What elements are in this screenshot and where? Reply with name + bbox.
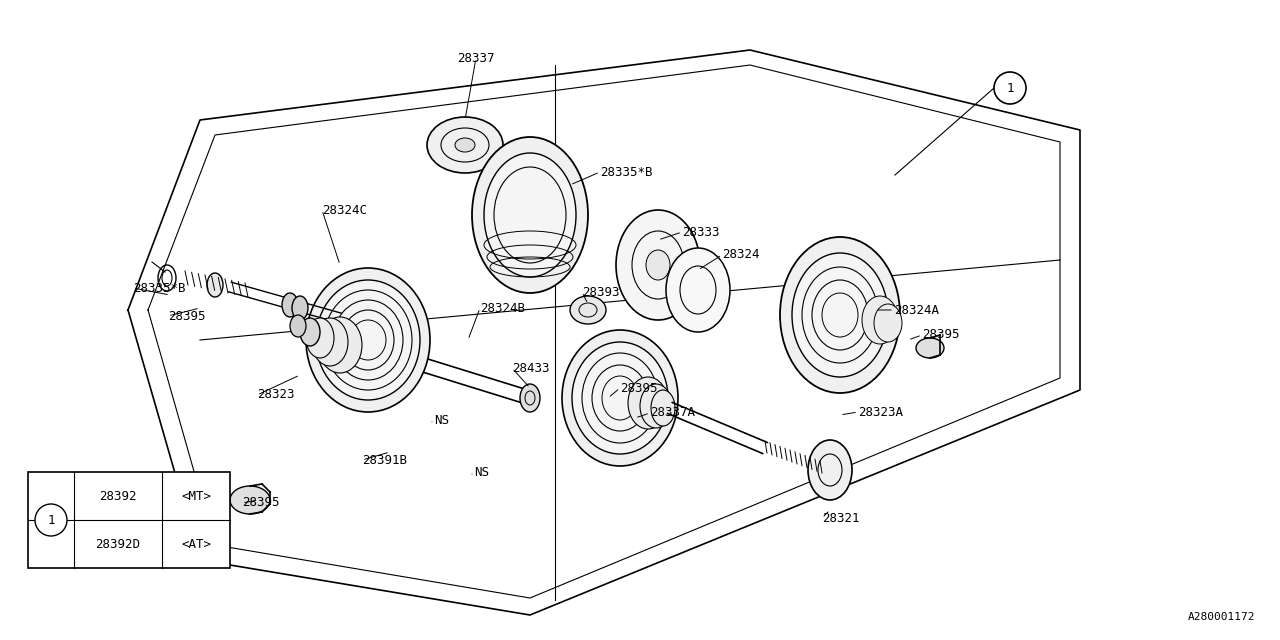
Ellipse shape: [646, 250, 669, 280]
Ellipse shape: [472, 137, 588, 293]
Text: 1: 1: [1006, 81, 1014, 95]
Text: 28395: 28395: [922, 328, 960, 342]
Text: 28395: 28395: [168, 310, 206, 323]
Text: 28393: 28393: [582, 285, 620, 298]
Text: A280001172: A280001172: [1188, 612, 1254, 622]
Ellipse shape: [306, 318, 334, 358]
Circle shape: [995, 72, 1027, 104]
Ellipse shape: [454, 138, 475, 152]
Text: 28324A: 28324A: [893, 303, 940, 317]
Ellipse shape: [312, 318, 348, 366]
Ellipse shape: [780, 237, 900, 393]
Ellipse shape: [484, 153, 576, 277]
Text: 28395: 28395: [620, 381, 658, 394]
Ellipse shape: [874, 304, 902, 342]
Text: <AT>: <AT>: [180, 538, 211, 550]
Ellipse shape: [640, 384, 672, 428]
Text: 28337: 28337: [457, 51, 495, 65]
Ellipse shape: [282, 293, 298, 317]
Ellipse shape: [616, 210, 700, 320]
Ellipse shape: [306, 268, 430, 412]
Text: 1: 1: [47, 513, 55, 527]
Text: 28337A: 28337A: [650, 406, 695, 419]
Text: 28335*B: 28335*B: [133, 282, 186, 294]
Ellipse shape: [520, 384, 540, 412]
Text: 28391B: 28391B: [362, 454, 407, 467]
Ellipse shape: [207, 273, 223, 297]
Ellipse shape: [230, 486, 270, 514]
Text: 28321: 28321: [822, 511, 859, 525]
Ellipse shape: [316, 280, 420, 400]
Ellipse shape: [572, 342, 668, 454]
Text: 28323A: 28323A: [858, 406, 902, 419]
Text: 28392D: 28392D: [96, 538, 141, 550]
Text: 28323: 28323: [257, 388, 294, 401]
Text: 28392: 28392: [100, 490, 137, 502]
Text: 28395: 28395: [242, 497, 279, 509]
Ellipse shape: [861, 296, 899, 344]
Text: 28433: 28433: [512, 362, 549, 374]
Ellipse shape: [916, 338, 945, 358]
Bar: [28, 472, 230, 568]
Ellipse shape: [652, 390, 675, 426]
Text: 28335*B: 28335*B: [600, 166, 653, 179]
Text: 28324: 28324: [722, 248, 759, 262]
Text: 28324C: 28324C: [323, 204, 367, 216]
Ellipse shape: [300, 318, 320, 346]
Ellipse shape: [628, 377, 668, 429]
Ellipse shape: [562, 330, 678, 466]
Circle shape: [35, 504, 67, 536]
Ellipse shape: [666, 248, 730, 332]
Text: NS: NS: [474, 465, 489, 479]
Ellipse shape: [317, 317, 362, 373]
Ellipse shape: [792, 253, 888, 377]
Text: <MT>: <MT>: [180, 490, 211, 502]
Ellipse shape: [428, 117, 503, 173]
Text: 28324B: 28324B: [480, 301, 525, 314]
Ellipse shape: [808, 440, 852, 500]
Ellipse shape: [291, 315, 306, 337]
Text: NS: NS: [434, 413, 449, 426]
Ellipse shape: [570, 296, 605, 324]
Text: 28333: 28333: [682, 225, 719, 239]
Ellipse shape: [292, 296, 308, 320]
